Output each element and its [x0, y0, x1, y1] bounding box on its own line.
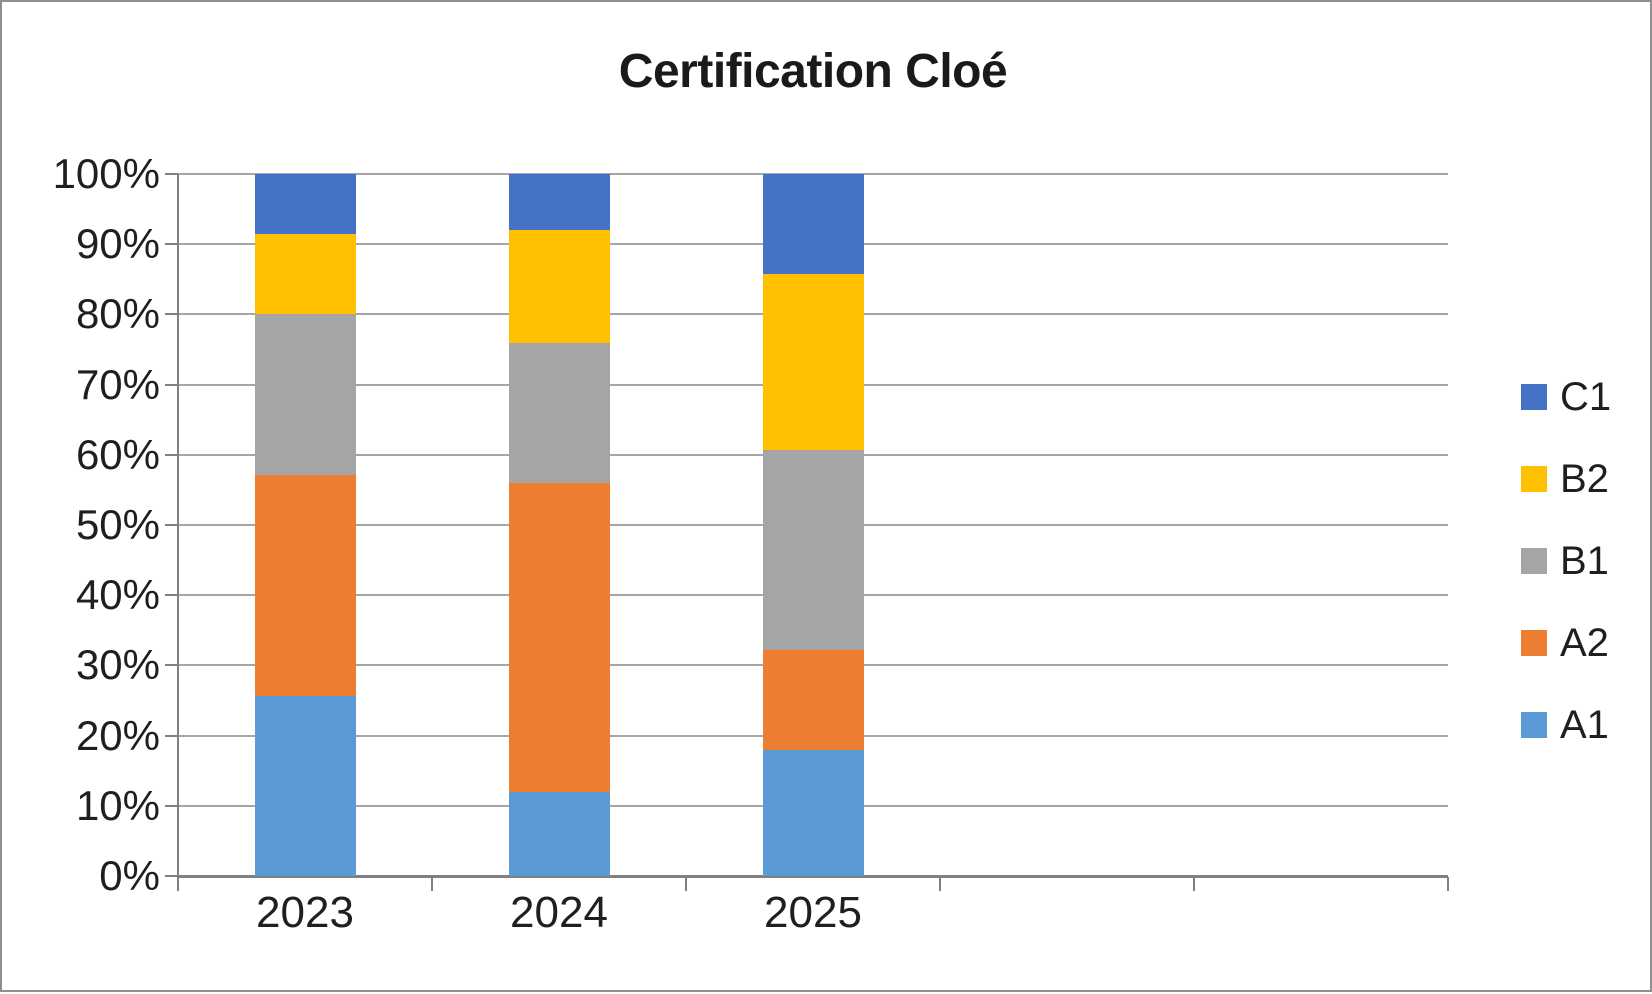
bar-segment-2025-C1: [762, 174, 864, 275]
y-axis-tick: [165, 594, 178, 597]
y-tick-label: 40%: [75, 571, 160, 619]
bar-segment-2023-B2: [254, 234, 356, 315]
legend-item-B2: B2: [1521, 453, 1609, 505]
y-axis-tick: [165, 664, 178, 667]
x-tick-label: 2025: [764, 888, 862, 937]
y-axis-line: [177, 174, 179, 878]
y-tick-label: 50%: [75, 501, 160, 548]
x-axis-tick: [177, 877, 179, 891]
legend-swatch-A1: [1521, 712, 1547, 738]
bar-segment-2025-B2: [762, 274, 864, 450]
bar-segment-2023-C1: [254, 174, 356, 235]
y-axis-tick: [165, 383, 178, 386]
y-tick-label: 10%: [75, 781, 160, 829]
x-axis-tick: [939, 877, 941, 891]
y-axis-tick: [165, 313, 178, 316]
y-tick-label: 80%: [75, 290, 160, 338]
y-tick-label: 100%: [52, 150, 160, 197]
y-tick-label: 60%: [75, 430, 160, 478]
bar-2023: [254, 174, 356, 876]
bar-2025: [762, 174, 864, 876]
legend-swatch-B1: [1521, 548, 1547, 574]
x-axis-tick: [1447, 877, 1449, 891]
bar-segment-2023-A1: [254, 695, 356, 876]
bar-segment-2024-A2: [508, 482, 610, 792]
y-tick-label: 70%: [75, 360, 160, 408]
bar-segment-2024-B2: [508, 230, 610, 343]
bar-segment-2024-C1: [508, 174, 610, 231]
y-axis-tick: [165, 524, 178, 526]
y-axis-tick: [165, 453, 178, 456]
x-tick-label: 2024: [510, 888, 608, 937]
y-axis-tick: [165, 804, 178, 807]
gridline: [178, 173, 1448, 175]
legend-label: C1: [1560, 375, 1612, 419]
y-axis-tick: [165, 875, 178, 877]
chart-title: Certification Cloé: [618, 45, 1008, 98]
legend-label: B2: [1560, 457, 1609, 501]
legend-label: A1: [1560, 703, 1609, 747]
legend-swatch-B2: [1521, 466, 1547, 492]
y-axis-tick: [165, 243, 178, 246]
y-tick-label: 20%: [75, 711, 160, 759]
legend-item-A1: A1: [1521, 699, 1609, 751]
legend-label: B1: [1560, 539, 1609, 583]
legend-label: A2: [1560, 621, 1609, 665]
y-tick-label: 30%: [75, 641, 160, 689]
bar-segment-2025-B1: [762, 449, 864, 651]
legend-swatch-C1: [1521, 384, 1547, 410]
bar-segment-2025-A1: [762, 750, 864, 876]
bar-segment-2025-A2: [762, 650, 864, 751]
x-tick-label: 2023: [256, 888, 354, 937]
y-tick-label: 0%: [99, 852, 160, 899]
x-axis-tick: [431, 877, 433, 891]
bar-segment-2024-A1: [508, 791, 610, 876]
x-axis-tick: [1193, 877, 1195, 891]
x-axis-tick: [685, 877, 687, 891]
legend-swatch-A2: [1521, 630, 1547, 656]
bar-segment-2023-B1: [254, 314, 356, 476]
y-tick-label: 90%: [75, 220, 160, 268]
bar-segment-2024-B1: [508, 342, 610, 483]
x-axis-line: [178, 875, 1448, 878]
y-axis-tick: [165, 734, 178, 737]
bar-2024: [508, 174, 610, 876]
legend-item-B1: B1: [1521, 535, 1609, 587]
y-axis-tick: [165, 173, 178, 175]
legend-item-A2: A2: [1521, 617, 1609, 669]
legend-item-C1: C1: [1521, 371, 1611, 423]
bar-segment-2023-A2: [254, 475, 356, 696]
